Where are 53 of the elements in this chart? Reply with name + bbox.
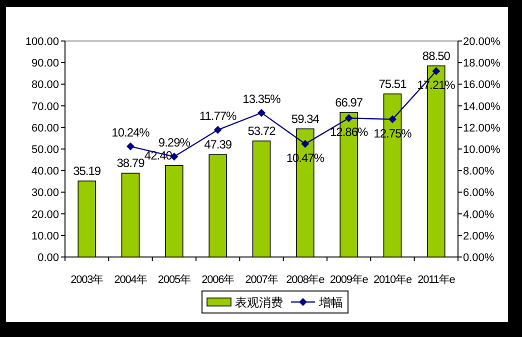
y-tick-label: 70.00 (31, 100, 59, 113)
y2-tick-label: 0.00% (463, 252, 494, 264)
legend-label: 增幅 (318, 296, 343, 310)
y-tick-label: 0.00 (38, 252, 59, 264)
legend-label: 表观消费 (235, 296, 283, 310)
point (344, 114, 353, 122)
data-label: 59.34 (291, 112, 320, 126)
y2-tick-label: 6.00% (463, 187, 494, 200)
data-label: 66.97 (335, 95, 364, 110)
y-tick-label: 80.00 (31, 79, 59, 92)
y-tick-label: 100.00 (25, 36, 59, 48)
data-label: 88.50 (422, 48, 451, 63)
y-tick-label: 90.00 (31, 58, 59, 70)
y2-tick-label: 14.00% (463, 100, 501, 113)
x-tick-label: 2006年 (202, 274, 235, 286)
x-tick-label: 2007年 (245, 274, 278, 286)
y2-tick-label: 18.00% (463, 58, 501, 70)
data-label: 11.77% (199, 108, 238, 123)
point (301, 140, 310, 148)
y2-tick-label: 4.00% (463, 208, 494, 221)
data-label: 10.24% (112, 125, 150, 140)
point (388, 115, 396, 124)
x-tick-label: 2003年 (70, 274, 104, 286)
y2-tick-label: 8.00% (463, 166, 494, 178)
y2-tick-label: 20.00% (463, 36, 501, 48)
x-tick-label: 2005年 (158, 274, 191, 286)
y2-tick-label: 2.00% (463, 230, 494, 242)
y-tick-label: 10.00 (31, 230, 59, 242)
y-tick-label: 40.00 (31, 166, 59, 178)
x-tick-label: 2004年 (114, 274, 148, 286)
y2-tick-label: 16.00% (463, 79, 501, 92)
data-label: 53.72 (248, 124, 276, 138)
data-label: 75.51 (378, 76, 408, 91)
y-tick-label: 20.00 (31, 208, 59, 221)
data-label: 17.21% (417, 78, 456, 92)
y2-tick-label: 12.00% (463, 122, 501, 134)
data-label: 13.35% (242, 92, 282, 106)
data-label: 35.19 (73, 164, 102, 178)
data-label: 9.29% (158, 136, 191, 150)
data-label: 38.79 (116, 156, 146, 170)
y2-tick-label: 10.00% (463, 144, 501, 156)
y-tick-label: 60.00 (31, 122, 59, 134)
x-tick-label: 2009年e (330, 274, 368, 286)
y-tick-label: 50.00 (31, 144, 59, 156)
point (214, 126, 222, 134)
y-tick-label: 30.00 (31, 187, 59, 200)
point (126, 142, 134, 150)
point (258, 108, 266, 117)
x-tick-label: 2008年e (286, 274, 325, 286)
data-label: 47.39 (204, 138, 232, 152)
x-tick-label: 2011年e (418, 274, 456, 286)
point (432, 67, 440, 76)
x-tick-label: 2010年e (374, 274, 412, 286)
